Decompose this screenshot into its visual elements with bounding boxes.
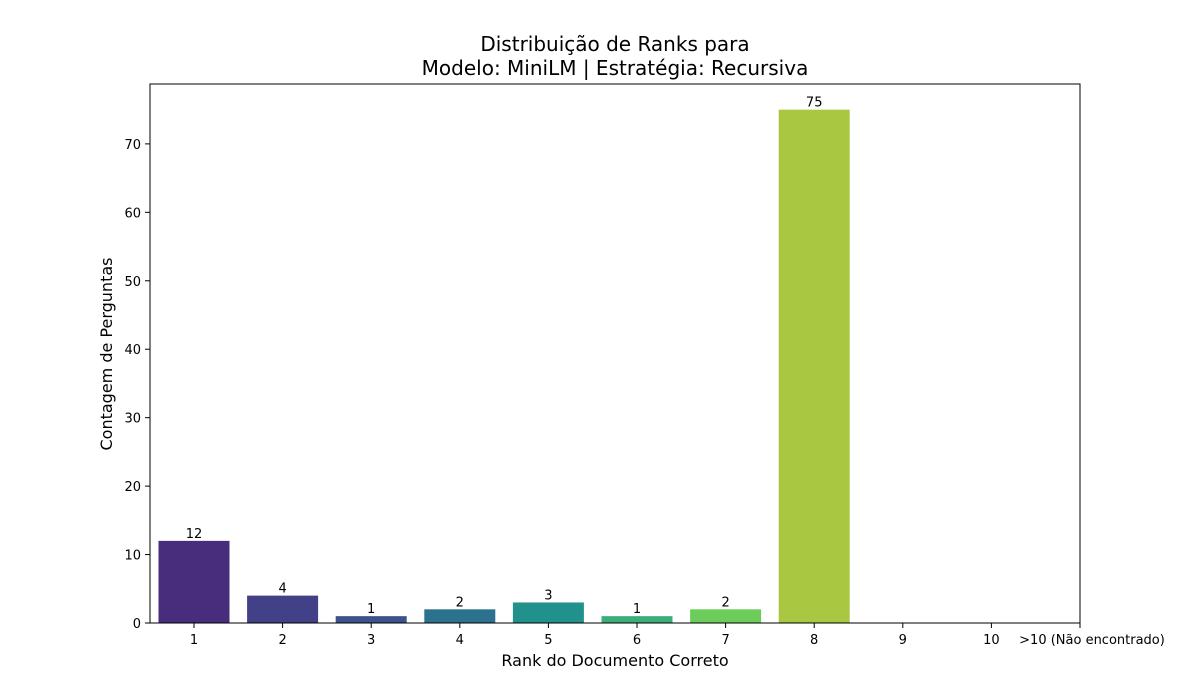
y-tick-label: 70 bbox=[124, 138, 141, 153]
bar-value-label: 3 bbox=[544, 588, 552, 603]
x-tick-label: 8 bbox=[810, 633, 818, 648]
bar-value-label: 2 bbox=[721, 595, 729, 610]
x-tick-label: 6 bbox=[633, 633, 641, 648]
y-tick-label: 10 bbox=[124, 549, 141, 564]
bar bbox=[335, 616, 407, 623]
x-tick-label: 4 bbox=[456, 633, 464, 648]
y-tick-label: 30 bbox=[124, 412, 141, 427]
bar bbox=[778, 109, 850, 623]
x-axis-label: Rank do Documento Correto bbox=[501, 651, 728, 670]
bar-value-label: 75 bbox=[806, 96, 823, 111]
y-tick-label: 60 bbox=[124, 206, 141, 221]
x-tick-label: 2 bbox=[278, 633, 286, 648]
y-axis-ticks: 0 10 20 30 40 50 60 70 bbox=[124, 138, 150, 632]
x-tick-label: 10 bbox=[983, 633, 1000, 648]
bar bbox=[158, 540, 230, 623]
bar bbox=[601, 616, 673, 623]
bar bbox=[424, 609, 496, 623]
bar-value-label: 1 bbox=[633, 602, 641, 617]
y-tick-label: 50 bbox=[124, 275, 141, 290]
bar bbox=[690, 609, 762, 623]
x-tick-label: 9 bbox=[899, 633, 907, 648]
y-axis-label: Contagem de Perguntas bbox=[97, 257, 116, 450]
bar-value-label: 1 bbox=[367, 602, 375, 617]
bars bbox=[158, 109, 850, 623]
x-tick-label: 5 bbox=[544, 633, 552, 648]
y-tick-label: 0 bbox=[133, 617, 141, 632]
bar-value-label: 12 bbox=[186, 527, 203, 542]
chart-subtitle: Modelo: MiniLM | Estratégia: Recursiva bbox=[422, 56, 809, 80]
y-tick-label: 40 bbox=[124, 343, 141, 358]
bar-value-label: 4 bbox=[278, 582, 286, 597]
x-tick-label: 3 bbox=[367, 633, 375, 648]
x-tick-label: 7 bbox=[721, 633, 729, 648]
y-tick-label: 20 bbox=[124, 480, 141, 495]
chart-title: Distribuição de Ranks para bbox=[480, 32, 749, 56]
bar bbox=[247, 595, 319, 623]
bar-value-label: 2 bbox=[456, 595, 464, 610]
x-axis-ticks: 1 2 3 4 5 6 7 8 9 10 >10 (Não encontrado) bbox=[190, 623, 1165, 648]
x-tick-label: >10 (Não encontrado) bbox=[1019, 633, 1165, 648]
x-tick-label: 1 bbox=[190, 633, 198, 648]
bar bbox=[512, 602, 584, 623]
plot-frame bbox=[149, 83, 1081, 624]
